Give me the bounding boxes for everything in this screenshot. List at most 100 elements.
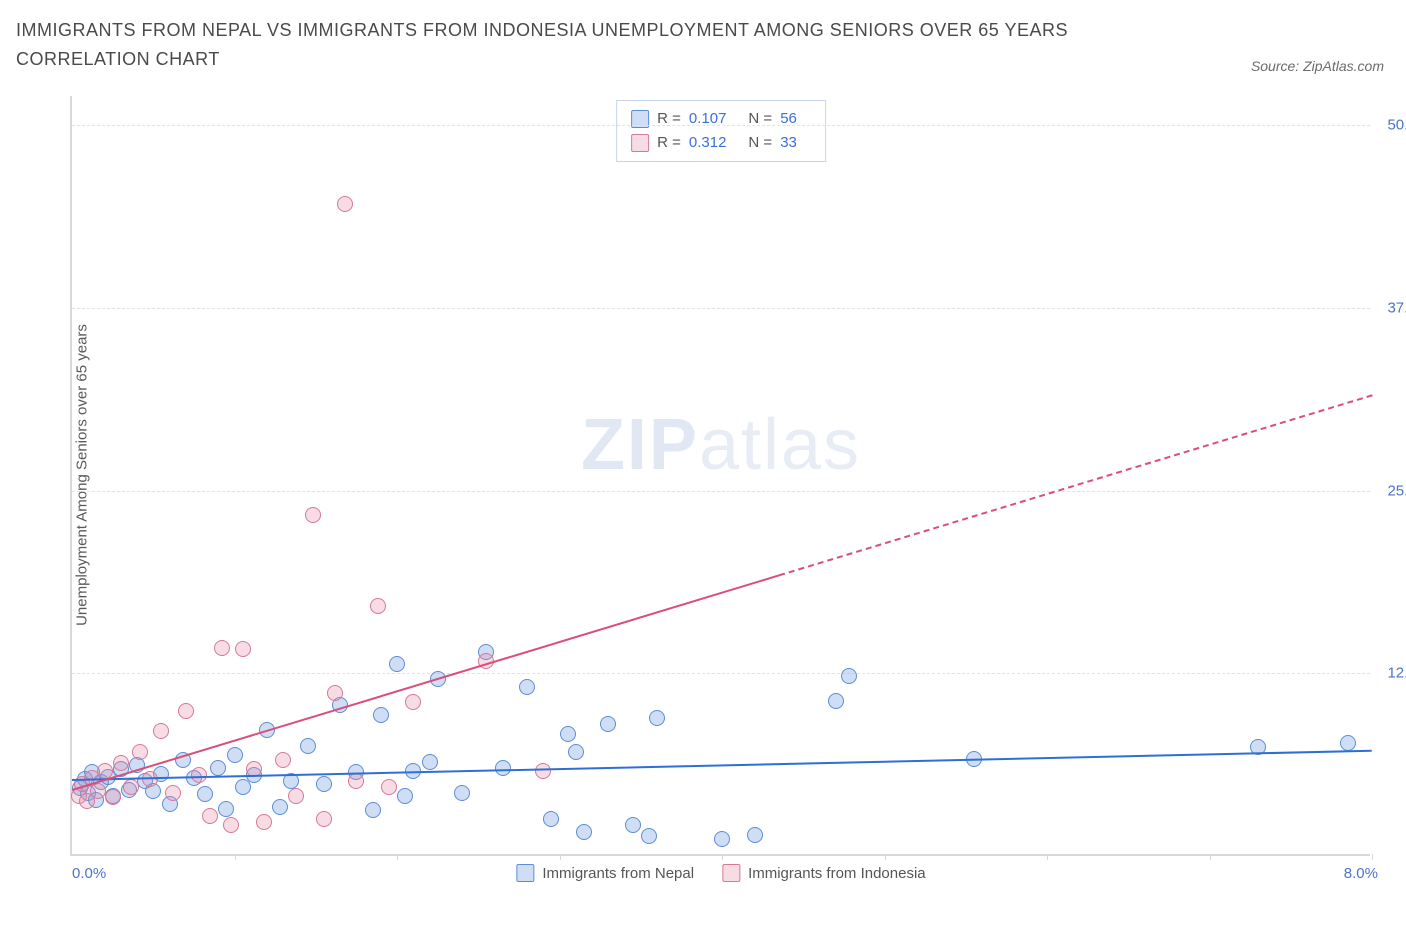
x-axis-min-label: 0.0% <box>72 865 106 882</box>
y-axis-label: Unemployment Among Seniors over 65 years <box>74 324 91 626</box>
n-label: N = <box>748 107 772 131</box>
r-label: R = <box>657 131 681 155</box>
data-point-indonesia <box>275 752 291 768</box>
source-name: ZipAtlas.com <box>1303 58 1384 74</box>
data-point-indonesia <box>178 703 194 719</box>
data-point-indonesia <box>370 598 386 614</box>
data-point-indonesia <box>113 755 129 771</box>
watermark-light: atlas <box>699 405 861 485</box>
data-point-nepal <box>641 828 657 844</box>
x-tick <box>1047 854 1048 860</box>
x-axis-max-label: 8.0% <box>1344 865 1378 882</box>
trend-line-nepal <box>72 751 1372 780</box>
y-tick-label: 25.0% <box>1374 482 1406 499</box>
data-point-nepal <box>543 811 559 827</box>
data-point-indonesia <box>202 808 218 824</box>
data-point-nepal <box>560 726 576 742</box>
swatch-indonesia <box>722 864 740 882</box>
data-point-indonesia <box>381 779 397 795</box>
legend-item-indonesia: Immigrants from Indonesia <box>722 864 926 882</box>
source-prefix: Source: <box>1251 58 1303 74</box>
series-name-indonesia: Immigrants from Indonesia <box>748 865 926 882</box>
data-point-indonesia <box>535 763 551 779</box>
data-point-indonesia <box>327 685 343 701</box>
source-attribution: Source: ZipAtlas.com <box>1251 58 1384 74</box>
data-point-indonesia <box>305 507 321 523</box>
data-point-nepal <box>365 802 381 818</box>
legend-row-indonesia: R = 0.312 N = 33 <box>631 131 811 155</box>
data-point-indonesia <box>223 817 239 833</box>
data-point-indonesia <box>337 196 353 212</box>
data-point-nepal <box>828 693 844 709</box>
x-tick <box>722 854 723 860</box>
y-tick-label: 12.5% <box>1374 665 1406 682</box>
data-point-nepal <box>210 760 226 776</box>
data-point-nepal <box>568 744 584 760</box>
data-point-nepal <box>389 656 405 672</box>
data-point-indonesia <box>165 785 181 801</box>
watermark: ZIPatlas <box>581 404 861 486</box>
data-point-indonesia <box>288 788 304 804</box>
data-point-indonesia <box>256 814 272 830</box>
data-point-indonesia <box>153 723 169 739</box>
data-point-nepal <box>397 788 413 804</box>
gridline <box>72 673 1370 674</box>
data-point-nepal <box>197 786 213 802</box>
correlation-legend: R = 0.107 N = 56 R = 0.312 N = 33 <box>616 100 826 162</box>
n-label: N = <box>748 131 772 155</box>
data-point-nepal <box>495 760 511 776</box>
data-point-nepal <box>576 824 592 840</box>
data-point-nepal <box>316 776 332 792</box>
chart-title: IMMIGRANTS FROM NEPAL VS IMMIGRANTS FROM… <box>16 16 1116 74</box>
r-value-indonesia: 0.312 <box>689 131 727 155</box>
correlation-chart: IMMIGRANTS FROM NEPAL VS IMMIGRANTS FROM… <box>16 16 1390 914</box>
data-point-indonesia <box>105 789 121 805</box>
x-tick <box>397 854 398 860</box>
data-point-nepal <box>300 738 316 754</box>
y-tick-label: 37.5% <box>1374 299 1406 316</box>
data-point-nepal <box>1340 735 1356 751</box>
data-point-nepal <box>218 801 234 817</box>
r-label: R = <box>657 107 681 131</box>
r-value-nepal: 0.107 <box>689 107 727 131</box>
swatch-nepal <box>516 864 534 882</box>
data-point-nepal <box>227 747 243 763</box>
data-point-nepal <box>422 754 438 770</box>
data-point-nepal <box>841 668 857 684</box>
data-point-indonesia <box>142 771 158 787</box>
y-tick-label: 50.0% <box>1374 117 1406 134</box>
n-value-nepal: 56 <box>780 107 797 131</box>
series-name-nepal: Immigrants from Nepal <box>542 865 694 882</box>
swatch-indonesia <box>631 134 649 152</box>
x-tick <box>1372 854 1373 860</box>
data-point-indonesia <box>132 744 148 760</box>
data-point-nepal <box>600 716 616 732</box>
data-point-indonesia <box>123 779 139 795</box>
data-point-nepal <box>454 785 470 801</box>
data-point-nepal <box>747 827 763 843</box>
data-point-nepal <box>373 707 389 723</box>
x-tick <box>235 854 236 860</box>
series-legend: Immigrants from Nepal Immigrants from In… <box>516 864 925 882</box>
gridline <box>72 125 1370 126</box>
x-tick <box>560 854 561 860</box>
data-point-nepal <box>519 679 535 695</box>
data-point-indonesia <box>348 773 364 789</box>
data-point-nepal <box>649 710 665 726</box>
legend-item-nepal: Immigrants from Nepal <box>516 864 694 882</box>
plot-area: Unemployment Among Seniors over 65 years… <box>70 96 1370 856</box>
data-point-nepal <box>272 799 288 815</box>
data-point-indonesia <box>235 641 251 657</box>
data-point-nepal <box>625 817 641 833</box>
data-point-nepal <box>714 831 730 847</box>
x-tick <box>1210 854 1211 860</box>
gridline <box>72 308 1370 309</box>
legend-row-nepal: R = 0.107 N = 56 <box>631 107 811 131</box>
watermark-bold: ZIP <box>581 405 699 485</box>
data-point-indonesia <box>90 783 106 799</box>
data-point-indonesia <box>214 640 230 656</box>
data-point-indonesia <box>405 694 421 710</box>
trend-line-indonesia <box>72 396 1372 791</box>
n-value-indonesia: 33 <box>780 131 797 155</box>
x-tick <box>885 854 886 860</box>
